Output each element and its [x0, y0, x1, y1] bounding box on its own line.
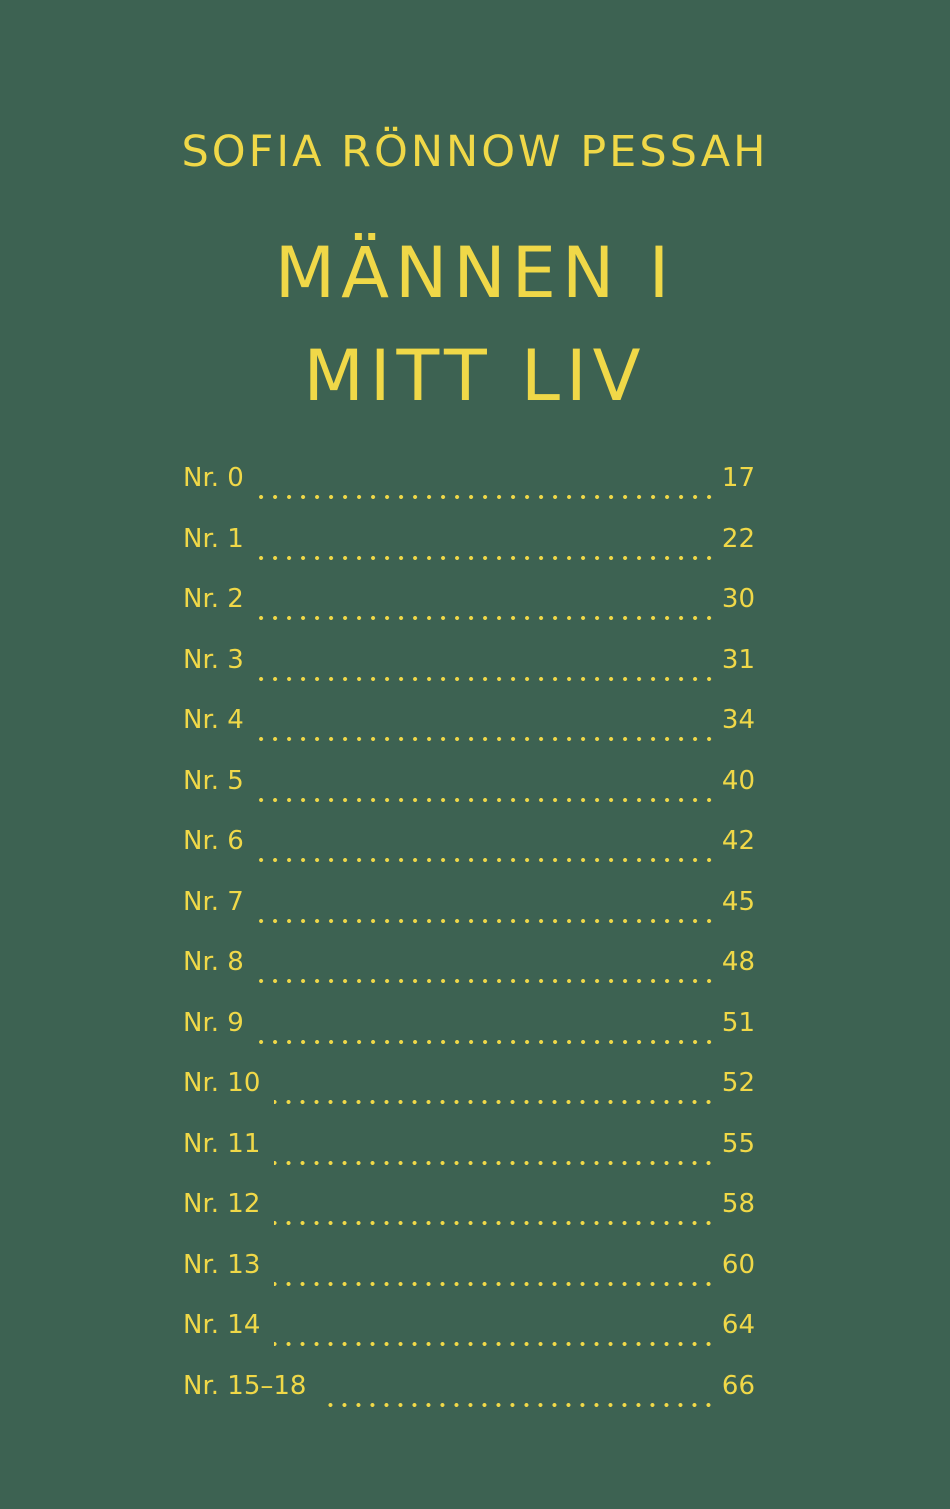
dot-leader: [257, 1038, 716, 1045]
toc-label: Nr. 10: [183, 1068, 261, 1098]
dot-leader: [257, 675, 716, 682]
toc-page-number: 17: [721, 463, 755, 493]
toc-entry: Nr. 3 31: [183, 640, 755, 701]
dot-leader: [274, 1280, 716, 1287]
dot-leader: [257, 978, 716, 985]
toc-page-number: 45: [721, 886, 755, 917]
toc-entry: Nr. 4 34: [183, 700, 755, 761]
toc-entry: Nr. 13 60: [183, 1245, 755, 1306]
toc-label: Nr. 2: [183, 584, 244, 614]
dot-leader: [274, 1220, 716, 1227]
dot-leader: [320, 1401, 716, 1408]
dot-leader: [257, 615, 716, 622]
toc-label: Nr. 15–18: [183, 1370, 307, 1401]
toc-label: Nr. 1: [183, 523, 244, 554]
toc-label: Nr. 7: [183, 886, 244, 917]
toc-label: Nr. 3: [183, 644, 244, 675]
toc-label: Nr. 9: [183, 1007, 244, 1038]
dot-leader: [274, 1099, 716, 1106]
toc-label: Nr. 5: [183, 765, 244, 796]
toc-page-number: 66: [721, 1370, 755, 1401]
toc-page-number: 40: [721, 765, 755, 796]
toc-label: Nr. 4: [183, 705, 244, 735]
dot-leader: [257, 554, 716, 561]
toc-entry: Nr. 6 42: [183, 821, 755, 882]
toc-label: Nr. 0: [183, 463, 244, 493]
toc-label: Nr. 8: [183, 947, 244, 977]
toc-entry: Nr. 10 52: [183, 1063, 755, 1124]
book-title: MÄNNEN I MITT LIV: [0, 222, 950, 428]
toc-page-number: 31: [721, 644, 755, 675]
author-name: SOFIA RÖNNOW PESSAH: [181, 127, 769, 177]
toc-entry: Nr. 2 30: [183, 579, 755, 640]
title-line-1: MÄNNEN I: [274, 232, 676, 314]
title-line-2: MITT LIV: [303, 335, 647, 417]
toc-page-number: 42: [721, 826, 755, 856]
dot-leader: [257, 917, 716, 924]
toc-label: Nr. 13: [183, 1249, 261, 1280]
toc-page-number: 64: [721, 1310, 755, 1340]
toc-page-number: 60: [721, 1249, 755, 1280]
toc-entry: Nr. 11 55: [183, 1124, 755, 1185]
toc-page-number: 51: [721, 1007, 755, 1038]
toc-page-number: 58: [721, 1189, 755, 1219]
toc-entry: Nr. 15–18 66: [183, 1366, 755, 1427]
toc-label: Nr. 12: [183, 1189, 261, 1219]
toc-page-number: 55: [721, 1128, 755, 1159]
toc-label: Nr. 11: [183, 1128, 261, 1159]
toc-entry: Nr. 1 22: [183, 519, 755, 580]
toc-entry: Nr. 7 45: [183, 882, 755, 943]
dot-leader: [257, 796, 716, 803]
table-of-contents: Nr. 0 17 Nr. 1 22 Nr. 2 30 Nr. 3 31 Nr. 4 34 Nr. 5…: [183, 458, 755, 1426]
dot-leader: [257, 736, 716, 743]
toc-entry: Nr. 8 48: [183, 942, 755, 1003]
toc-entry: Nr. 14 64: [183, 1305, 755, 1366]
toc-entry: Nr. 12 58: [183, 1184, 755, 1245]
dot-leader: [274, 1159, 716, 1166]
toc-page-number: 52: [721, 1068, 755, 1098]
toc-page-number: 30: [721, 584, 755, 614]
toc-entry: Nr. 9 51: [183, 1003, 755, 1064]
toc-entry: Nr. 0 17: [183, 458, 755, 519]
dot-leader: [257, 494, 716, 501]
toc-page-number: 48: [721, 947, 755, 977]
dot-leader: [274, 1341, 716, 1348]
toc-page-number: 34: [721, 705, 755, 735]
toc-entry: Nr. 5 40: [183, 761, 755, 822]
toc-label: Nr. 6: [183, 826, 244, 856]
toc-label: Nr. 14: [183, 1310, 261, 1340]
toc-page-number: 22: [721, 523, 755, 554]
dot-leader: [257, 857, 716, 864]
